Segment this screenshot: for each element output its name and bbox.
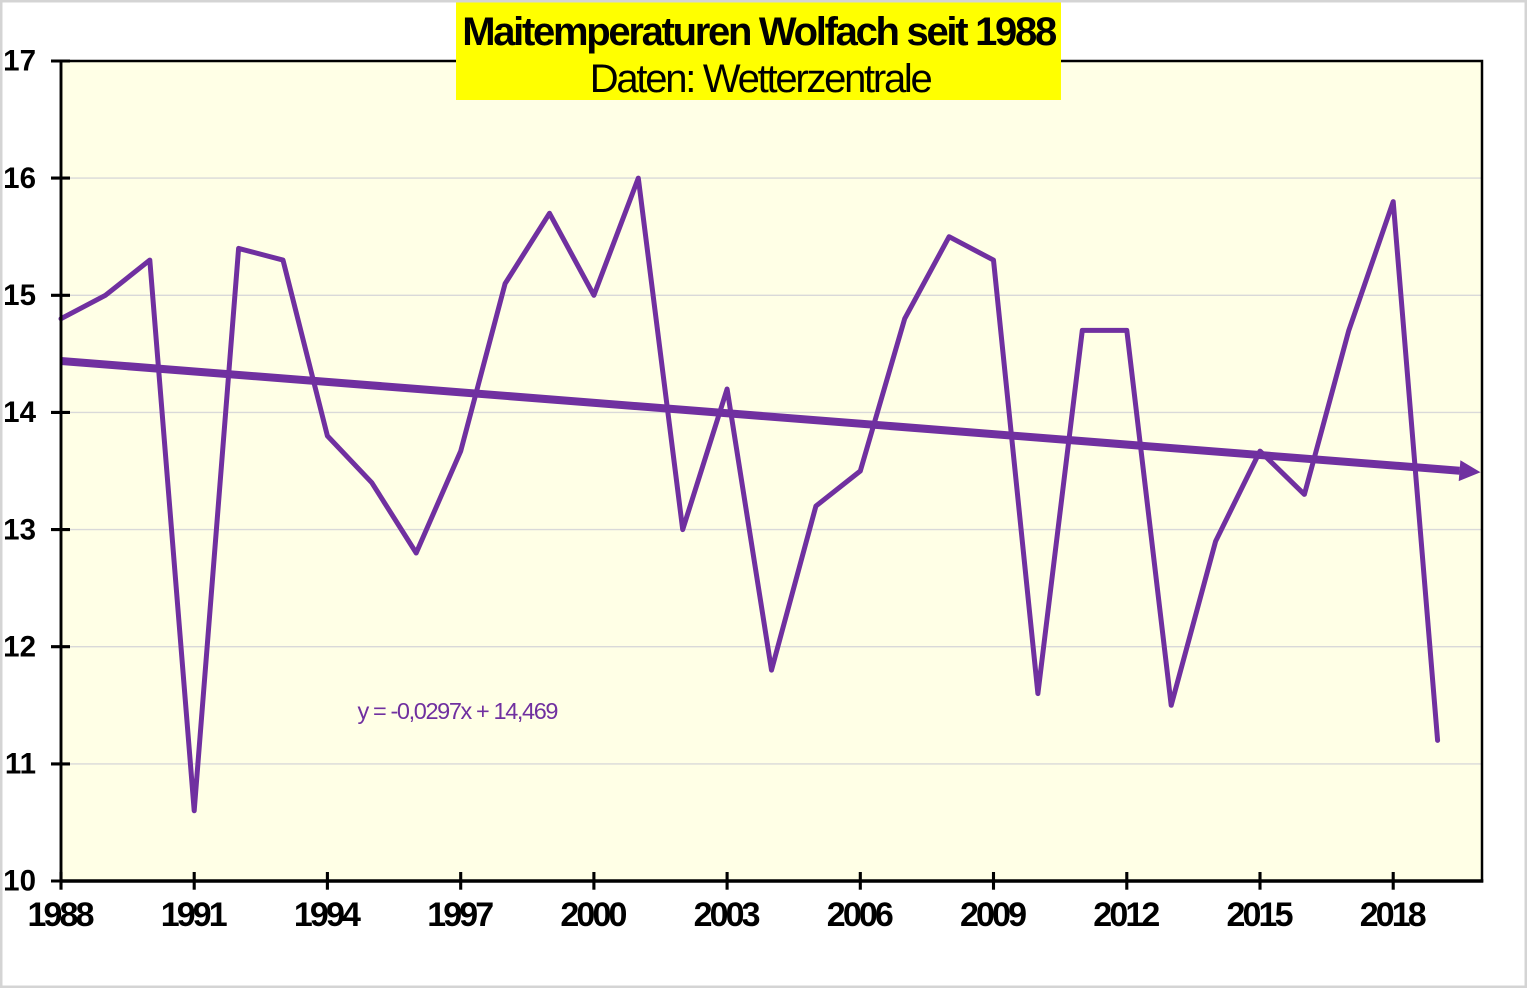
svg-text:1994: 1994 bbox=[294, 896, 361, 934]
svg-text:2003: 2003 bbox=[694, 896, 761, 934]
svg-text:13: 13 bbox=[3, 513, 36, 546]
svg-text:2000: 2000 bbox=[560, 896, 627, 934]
svg-text:2015: 2015 bbox=[1227, 896, 1294, 934]
svg-text:14: 14 bbox=[3, 396, 36, 429]
svg-text:1988: 1988 bbox=[28, 896, 95, 934]
svg-text:2018: 2018 bbox=[1360, 896, 1427, 934]
svg-text:11: 11 bbox=[5, 748, 36, 781]
svg-text:Daten: Wetterzentrale: Daten: Wetterzentrale bbox=[590, 57, 933, 101]
svg-text:15: 15 bbox=[3, 279, 36, 312]
svg-text:2009: 2009 bbox=[960, 896, 1027, 934]
svg-text:17: 17 bbox=[3, 45, 36, 78]
svg-text:1997: 1997 bbox=[427, 896, 494, 934]
svg-text:Maitemperaturen Wolfach seit 1: Maitemperaturen Wolfach seit 1988 bbox=[462, 10, 1057, 54]
svg-text:y = -0,0297x + 14,469: y = -0,0297x + 14,469 bbox=[358, 698, 559, 724]
svg-text:16: 16 bbox=[3, 162, 36, 195]
svg-text:2012: 2012 bbox=[1093, 896, 1160, 934]
svg-text:12: 12 bbox=[3, 630, 36, 663]
svg-text:2006: 2006 bbox=[827, 896, 894, 934]
svg-text:10: 10 bbox=[3, 865, 36, 898]
svg-text:1991: 1991 bbox=[161, 896, 228, 934]
